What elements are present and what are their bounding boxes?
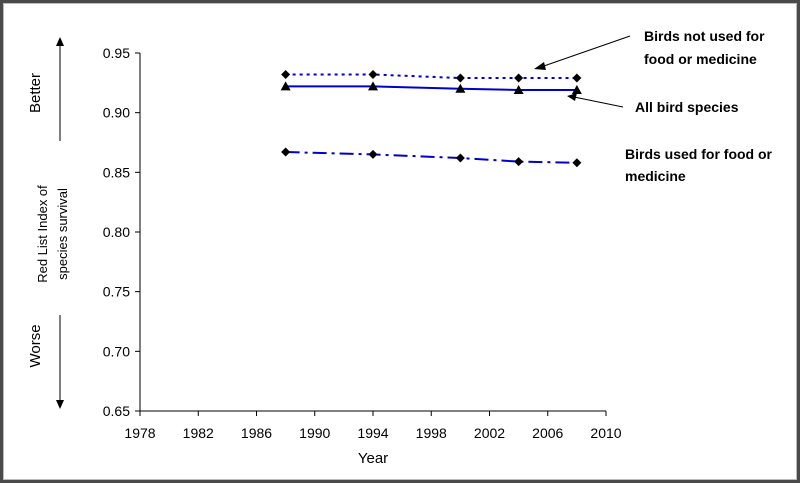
data-point [572,73,582,83]
data-point [280,81,291,91]
data-point [572,158,582,168]
arrow-head-icon [567,93,577,101]
data-point [571,84,582,94]
x-tick-label: 2002 [474,425,505,441]
x-tick-label: 1994 [357,425,388,441]
data-point [455,83,466,93]
x-tick-label: 1982 [183,425,214,441]
data-point [514,73,524,83]
plot-area: 0.95 0.90 0.85 0.80 0.75 0.70 0.65 1978 1982 198… [103,45,622,441]
worse-indicator: Worse [27,315,64,409]
x-tick-label: 2006 [532,425,563,441]
up-arrow-icon [56,37,64,46]
better-label: Better [27,73,44,113]
y-axis-title-line-1: Red List Index of [35,185,50,283]
better-indicator: Better [27,37,64,141]
data-point [368,69,378,79]
y-axis-title: Red List Index of species survival [35,185,70,283]
annotation-used-line-2: medicine [625,168,686,184]
worse-label: Worse [27,324,44,367]
y-tick-label: 0.95 [103,45,130,61]
x-ticks: 1978 1982 1986 1990 1994 1998 2002 2006 2010 [124,411,622,441]
y-tick-label: 0.65 [103,403,130,419]
data-point [455,73,465,83]
data-point [513,84,524,94]
data-point [281,147,291,157]
annotation-not-used-arrow [540,35,631,68]
series-line-all [285,85,577,91]
series-used [281,147,582,168]
series-layer [280,69,582,168]
annotation-used-line-1: Birds used for food or [625,146,773,162]
y-tick-label: 0.90 [103,105,130,121]
x-tick-label: 1978 [124,425,155,441]
annotation-all: All bird species [567,93,739,115]
x-tick-label: 1990 [299,425,330,441]
annotation-not-used-line-1: Birds not used for [644,28,765,44]
annotation-all-text: All bird species [635,99,739,115]
data-point [368,149,378,159]
y-tick-label: 0.80 [103,224,130,240]
arrow-head-icon [534,62,546,70]
x-axis-title: Year [358,450,388,467]
data-point [281,69,291,79]
series-line-used [285,151,577,164]
series-line-not_used [285,73,577,80]
data-point [368,81,378,91]
y-axis-title-line-2: species survival [55,188,70,280]
annotation-not-used: Birds not used for food or medicine [534,28,765,70]
x-tick-label: 2010 [590,425,621,441]
series-all [280,81,582,94]
data-point [514,157,524,167]
y-tick-label: 0.70 [103,343,130,359]
x-tick-label: 1986 [241,425,272,441]
series-not_used [281,69,582,83]
data-point [455,153,465,163]
x-tick-label: 1998 [416,425,447,441]
annotation-used: Birds used for food or medicine [625,146,773,184]
chart-svg: 0.95 0.90 0.85 0.80 0.75 0.70 0.65 1978 1982 198… [27,28,773,467]
annotation-all-arrow [573,96,624,108]
annotation-not-used-line-2: food or medicine [644,51,757,67]
y-tick-label: 0.85 [103,164,130,180]
y-tick-label: 0.75 [103,284,130,300]
down-arrow-icon [56,400,64,409]
y-ticks: 0.95 0.90 0.85 0.80 0.75 0.70 0.65 [103,45,140,419]
